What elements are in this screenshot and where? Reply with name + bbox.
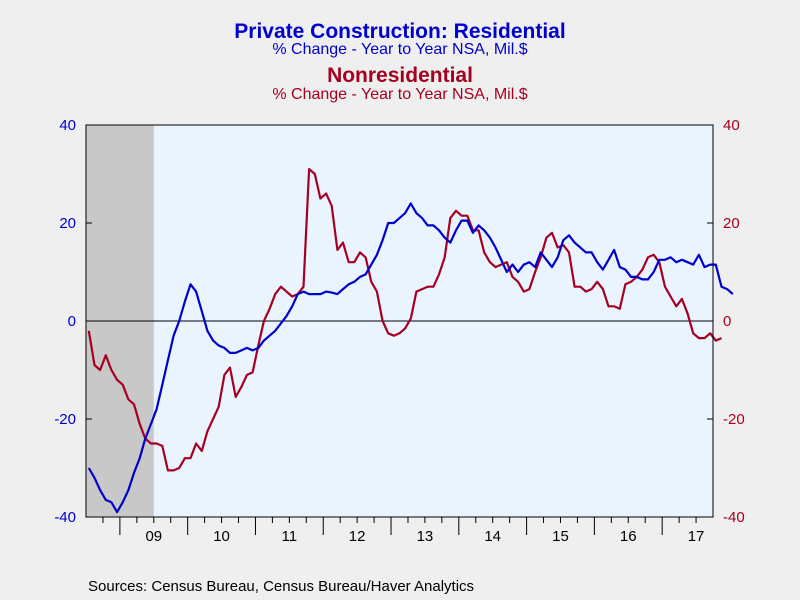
right-tick-label: 0 xyxy=(723,313,731,330)
right-tick-label: 40 xyxy=(723,117,740,134)
residential-title: Private Construction: Residential xyxy=(234,20,566,43)
left-tick-label: -20 xyxy=(54,411,76,428)
x-tick-label: 12 xyxy=(349,528,366,545)
x-tick-label: 14 xyxy=(484,528,501,545)
right-tick-label: 20 xyxy=(723,215,740,232)
x-tick-label: 16 xyxy=(620,528,637,545)
x-tick-label: 17 xyxy=(688,528,705,545)
left-tick-label: 20 xyxy=(59,215,76,232)
x-tick-label: 11 xyxy=(282,528,298,545)
x-tick-label: 15 xyxy=(552,528,569,545)
nonresidential-series-line xyxy=(87,168,722,472)
x-tick-label: 13 xyxy=(417,528,434,545)
x-axis: 09 10 11 12 13 14 15 16 17 xyxy=(102,517,705,545)
residential-series-line xyxy=(87,202,734,514)
nonresidential-title: Nonresidential xyxy=(327,64,473,87)
right-axis: 40 20 0 -20 -40 xyxy=(707,117,745,526)
left-tick-label: 40 xyxy=(59,117,76,134)
right-tick-label: -40 xyxy=(723,509,745,526)
left-tick-label: -40 xyxy=(54,509,76,526)
right-tick-label: -20 xyxy=(723,411,745,428)
residential-subtitle: % Change - Year to Year NSA, Mil.$ xyxy=(272,41,528,58)
source-note: Sources: Census Bureau, Census Bureau/Ha… xyxy=(88,578,475,595)
nonresidential-subtitle: % Change - Year to Year NSA, Mil.$ xyxy=(272,86,528,103)
x-tick-label: 10 xyxy=(213,528,230,545)
left-axis: 40 20 0 -20 -40 xyxy=(54,117,92,526)
x-tick-label: 09 xyxy=(145,528,162,545)
left-tick-label: 0 xyxy=(68,313,76,330)
